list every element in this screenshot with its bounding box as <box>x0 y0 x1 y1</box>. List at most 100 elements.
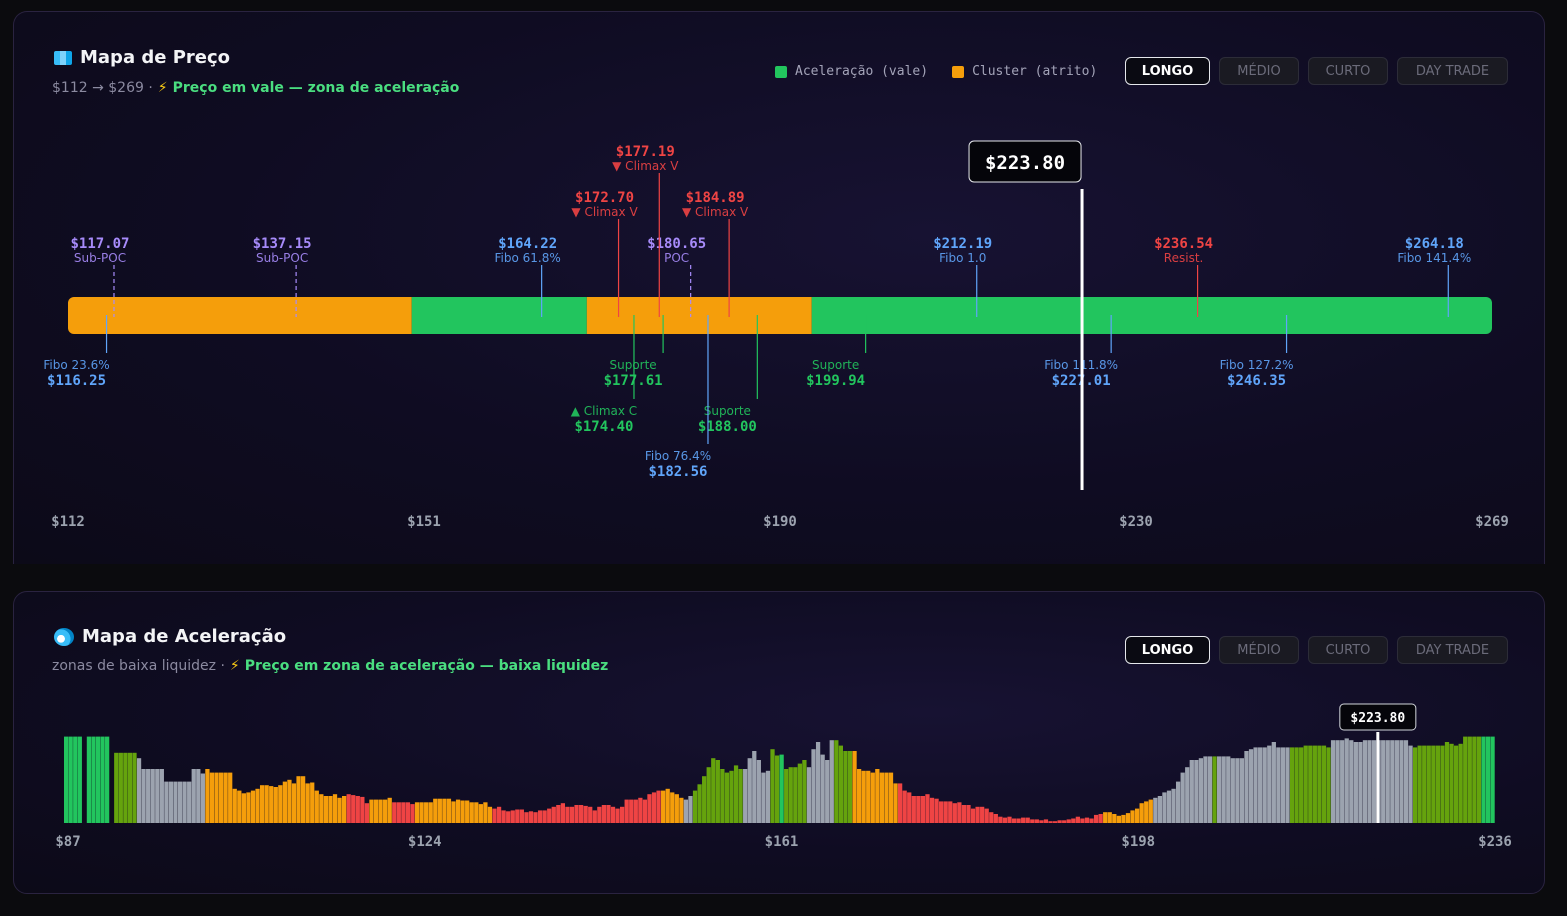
accel-bar <box>1016 818 1021 823</box>
accel-bar <box>633 799 638 823</box>
accel-bar <box>255 788 260 823</box>
accel-bar <box>984 808 989 823</box>
tab-curto[interactable]: CURTO <box>1308 636 1388 664</box>
accel-bar <box>547 808 552 823</box>
x-tick-label: $190 <box>763 514 797 530</box>
accel-bar <box>952 803 957 823</box>
accel-bar <box>729 770 734 823</box>
x-tick-label: $198 <box>1121 834 1155 850</box>
accel-bar <box>738 769 743 823</box>
accel-bar <box>1007 816 1012 823</box>
accel-bar <box>1371 740 1377 823</box>
accel-bar <box>1390 740 1395 823</box>
accel-bar <box>1189 760 1194 823</box>
accel-bar <box>856 769 862 823</box>
level-value-above: $180.65 <box>647 236 706 252</box>
accel-bar <box>1481 736 1486 823</box>
accel-bar <box>1148 799 1153 823</box>
tab-day-trade[interactable]: DAY TRADE <box>1397 57 1508 85</box>
accel-bar <box>168 781 174 823</box>
accel-bar <box>948 801 953 823</box>
accel-bar <box>989 812 994 823</box>
accel-bar <box>1285 747 1290 823</box>
accel-bar <box>105 736 110 823</box>
accel-bar <box>747 758 752 823</box>
accel-bar <box>519 809 524 823</box>
tab-day-trade[interactable]: DAY TRADE <box>1397 636 1508 664</box>
level-value-above: $172.70 <box>575 190 634 206</box>
accel-bar <box>574 805 579 823</box>
accel-bar <box>1198 758 1204 823</box>
accel-bar <box>1385 740 1390 823</box>
accel-bar <box>1317 745 1322 823</box>
x-tick-label: $269 <box>1475 514 1509 530</box>
accel-bar <box>187 781 192 823</box>
price-range-text: $112 → $269 · <box>52 80 153 96</box>
tab-longo[interactable]: LONGO <box>1125 636 1210 664</box>
tab-medio[interactable]: MÉDIO <box>1219 636 1299 664</box>
tab-longo[interactable]: LONGO <box>1125 57 1210 85</box>
accel-bar <box>934 798 939 823</box>
accel-status-text: Preço em zona de aceleração — baixa liqu… <box>244 658 609 674</box>
accel-bar <box>1330 740 1336 823</box>
accel-bar <box>651 792 657 823</box>
accel-bar <box>1043 819 1049 823</box>
accel-map-tabs: LONGO MÉDIO CURTO DAY TRADE <box>1125 636 1508 664</box>
accel-bar <box>1349 740 1354 823</box>
accel-bar <box>428 802 433 823</box>
accel-range-text: zonas de baixa liquidez · <box>52 658 225 674</box>
accel-bar <box>624 799 629 823</box>
accel-bar <box>674 794 679 823</box>
accel-bar <box>469 802 474 823</box>
accel-bar <box>182 781 187 823</box>
accel-bar <box>1021 817 1026 823</box>
level-label-above: Fibo 1.0 <box>939 251 986 265</box>
accel-bar <box>1467 736 1472 823</box>
accel-bar <box>1084 817 1090 823</box>
level-value-above: $184.89 <box>686 190 745 206</box>
accel-bar <box>661 790 666 823</box>
accel-bar <box>825 760 830 823</box>
accel-bar <box>592 810 597 823</box>
level-value-below: $177.61 <box>604 373 663 389</box>
accel-bar <box>1080 818 1085 823</box>
accel-bar <box>123 752 128 823</box>
accel-bar <box>250 790 256 823</box>
accel-bar <box>506 811 511 823</box>
accel-bar <box>1062 820 1067 823</box>
accel-bar <box>756 760 761 823</box>
accel-bar <box>100 736 105 823</box>
level-label-above: Sub-POC <box>256 251 308 265</box>
legend-swatch-green <box>775 65 787 78</box>
tab-medio[interactable]: MÉDIO <box>1219 57 1299 85</box>
accel-bar <box>118 752 123 823</box>
accel-bar <box>1476 736 1482 823</box>
accel-bar <box>1203 756 1208 823</box>
accel-bar <box>815 742 821 823</box>
accel-bar <box>537 810 543 823</box>
accel-bar <box>820 754 825 823</box>
accel-bar <box>127 752 133 823</box>
accel-bar <box>1485 736 1491 823</box>
tab-curto[interactable]: CURTO <box>1308 57 1388 85</box>
accel-bar <box>752 751 757 823</box>
accel-bar <box>173 781 178 823</box>
accel-bar <box>1130 810 1135 823</box>
accel-bar <box>1326 747 1331 823</box>
accel-bar <box>369 799 374 823</box>
x-tick-label: $151 <box>407 514 441 530</box>
accel-bar <box>205 769 210 823</box>
legend-item-cluster: Cluster (atrito) <box>952 64 1097 79</box>
accel-bar <box>77 736 82 823</box>
accel-bar <box>483 802 488 823</box>
accel-bar <box>907 792 912 823</box>
accel-bar <box>1221 756 1226 823</box>
level-label-below: Fibo 127.2% <box>1220 358 1294 372</box>
accel-bar <box>811 749 816 823</box>
accel-bar <box>806 767 812 823</box>
accel-bar <box>1139 803 1144 823</box>
accel-bar <box>1449 743 1454 823</box>
accel-bar <box>902 790 907 823</box>
accel-bar <box>1258 747 1263 823</box>
accel-bar <box>1417 745 1422 823</box>
